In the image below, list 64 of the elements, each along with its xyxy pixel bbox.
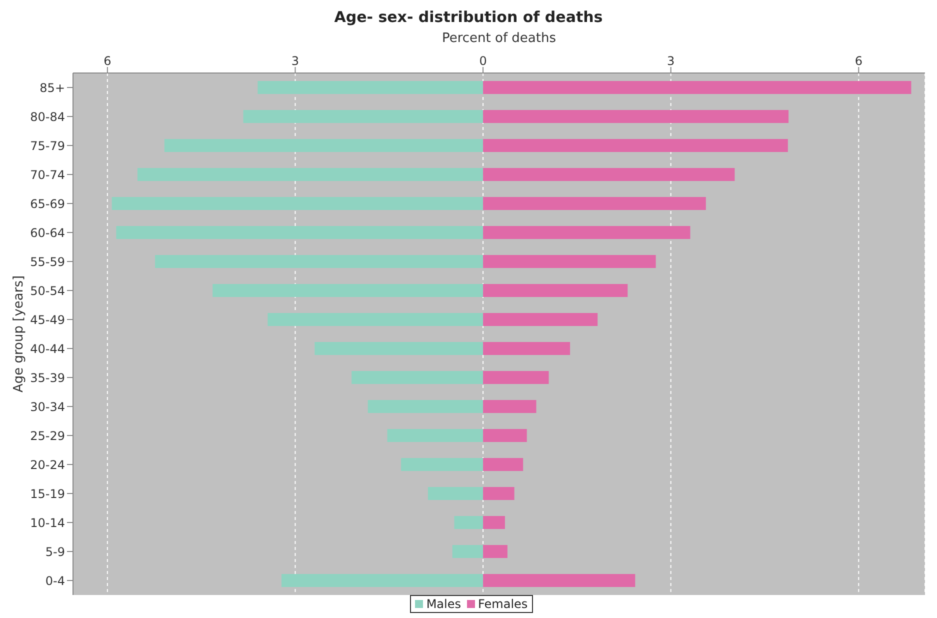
bar bbox=[112, 197, 484, 210]
y-tick-label: 15-19 bbox=[30, 486, 65, 501]
bar bbox=[483, 400, 536, 413]
y-tick-label: 60-64 bbox=[30, 226, 65, 240]
bar bbox=[483, 81, 912, 94]
y-tick-label: 75-79 bbox=[30, 138, 65, 153]
bar bbox=[401, 458, 484, 471]
y-tick-label: 55-59 bbox=[30, 254, 65, 269]
y-tick-label: 85+ bbox=[40, 80, 65, 95]
bar bbox=[268, 313, 484, 326]
bar bbox=[483, 516, 505, 529]
bar bbox=[164, 139, 484, 152]
y-tick-label: 0-4 bbox=[45, 574, 65, 588]
chart-title: Age- sex- distribution of deaths bbox=[333, 8, 604, 28]
bar bbox=[483, 429, 527, 442]
bar bbox=[483, 139, 788, 152]
bar bbox=[483, 110, 789, 123]
bar bbox=[314, 342, 484, 355]
bar bbox=[483, 342, 570, 355]
bar bbox=[368, 400, 484, 413]
legend-label: Males bbox=[425, 597, 462, 611]
bar bbox=[483, 255, 656, 268]
bar bbox=[483, 168, 735, 181]
y-tick-label: 50-54 bbox=[30, 284, 65, 298]
x-tick-label: 3 bbox=[291, 54, 300, 68]
bar bbox=[281, 574, 484, 587]
bar bbox=[137, 168, 484, 181]
y-tick-label: 80-84 bbox=[30, 110, 65, 124]
y-tick-label: 45-49 bbox=[30, 312, 65, 327]
x-tick-label: 0 bbox=[479, 54, 487, 68]
y-tick-label: 5-9 bbox=[45, 544, 65, 559]
legend-label: Females bbox=[477, 597, 528, 611]
bar bbox=[116, 226, 484, 239]
bar bbox=[483, 226, 690, 239]
bar bbox=[155, 255, 484, 268]
bar bbox=[483, 371, 549, 384]
bar bbox=[483, 197, 706, 210]
y-tick-label: 25-29 bbox=[30, 428, 65, 443]
y-tick-label: 30-34 bbox=[30, 400, 65, 414]
bar bbox=[483, 313, 598, 326]
y-tick-label: 70-74 bbox=[30, 168, 65, 182]
x-axis-title: Percent of deaths bbox=[442, 31, 556, 46]
bar bbox=[212, 284, 484, 297]
bar bbox=[483, 487, 514, 500]
y-tick-label: 10-14 bbox=[30, 516, 65, 530]
bar bbox=[483, 458, 524, 471]
y-tick-label: 65-69 bbox=[30, 196, 65, 211]
y-tick-label: 35-39 bbox=[30, 370, 65, 385]
x-tick-label: 6 bbox=[104, 54, 112, 68]
x-tick-label: 3 bbox=[667, 54, 675, 68]
bar bbox=[428, 487, 484, 500]
y-tick-label: 20-24 bbox=[30, 458, 65, 472]
bar bbox=[387, 429, 484, 442]
bar bbox=[483, 284, 628, 297]
x-tick-label: 6 bbox=[854, 54, 862, 68]
bar bbox=[452, 545, 484, 558]
y-axis-title: Age group [years] bbox=[12, 275, 27, 393]
bar bbox=[483, 574, 636, 587]
bar bbox=[352, 371, 484, 384]
bar bbox=[483, 545, 508, 558]
bar bbox=[454, 516, 484, 529]
bar bbox=[243, 110, 484, 123]
bar bbox=[258, 81, 484, 94]
y-tick-label: 40-44 bbox=[30, 342, 65, 356]
